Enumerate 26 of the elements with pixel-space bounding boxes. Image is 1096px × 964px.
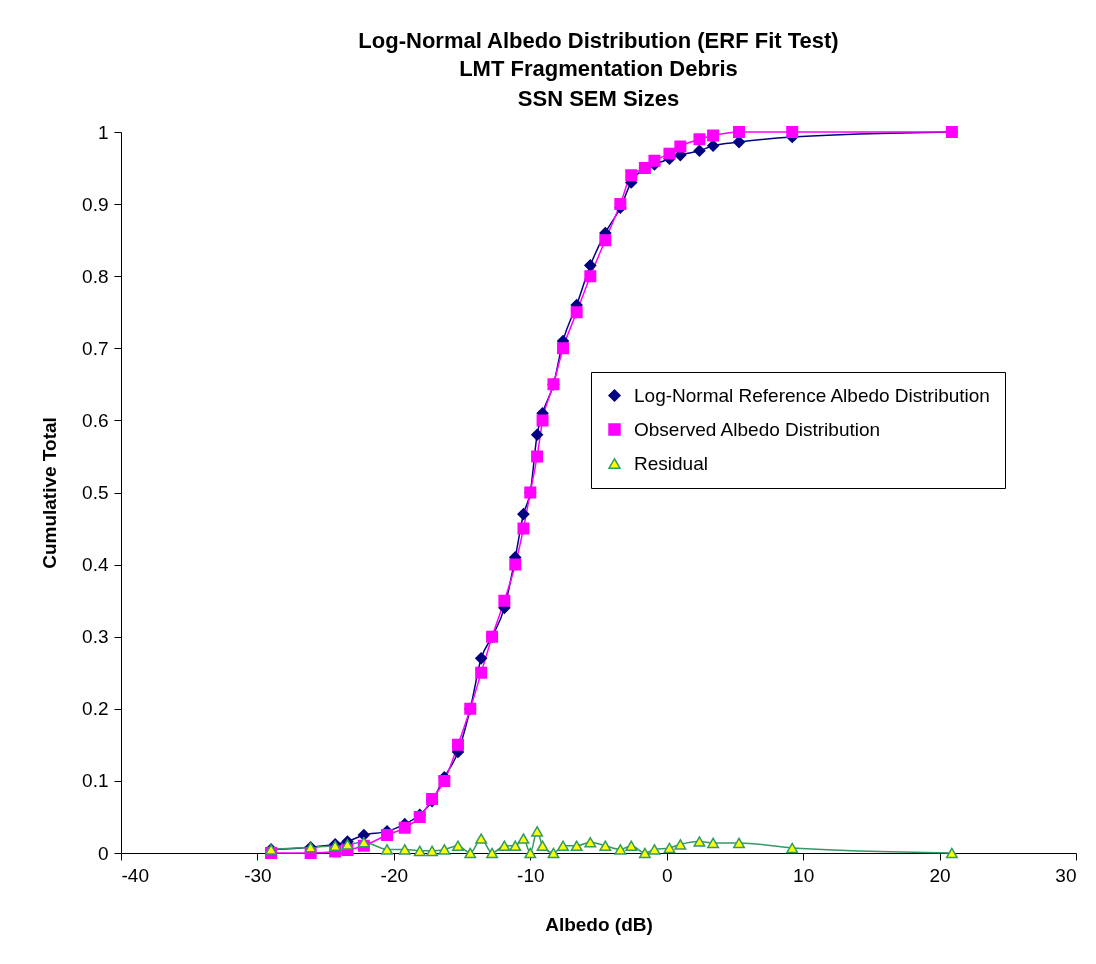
legend-label: Observed Albedo Distribution [634, 418, 881, 440]
y-tick-label: 0.3 [82, 626, 109, 648]
x-tick-label: 10 [793, 864, 815, 886]
x-tick-label: 30 [1055, 864, 1077, 886]
y-tick-label: 0.9 [82, 193, 109, 215]
y-tick-label: 1 [97, 121, 109, 143]
x-tick-label: -40 [121, 864, 149, 886]
x-tick-label: -30 [244, 864, 272, 886]
y-axis-title: Cumulative Total [39, 417, 61, 569]
x-tick-label: 20 [929, 864, 951, 886]
chart-title: Log-Normal Albedo Distribution (ERF Fit Test) [358, 28, 839, 53]
legend-label: Residual [634, 452, 708, 474]
x-tick-label: 0 [661, 864, 673, 886]
y-tick-label: 0.2 [82, 698, 109, 720]
y-tick-label: 0.4 [82, 554, 109, 576]
y-tick-label: 0.7 [82, 337, 109, 359]
chart-subtitle: LMT Fragmentation Debris SSN SEM Sizes [459, 56, 738, 111]
y-tick-label: 0.8 [82, 265, 109, 287]
y-tick-label: 0.5 [82, 482, 109, 503]
x-tick-label: -20 [380, 864, 409, 886]
x-axis-title: Albedo (dB) [545, 913, 653, 935]
x-tick-label: -10 [517, 864, 545, 886]
y-tick-label: 0.6 [82, 409, 109, 431]
y-tick-label: 0 [97, 842, 109, 864]
legend-label: Log-Normal Reference Albedo Distribution [634, 384, 990, 406]
y-tick-label: 0.1 [82, 770, 109, 792]
